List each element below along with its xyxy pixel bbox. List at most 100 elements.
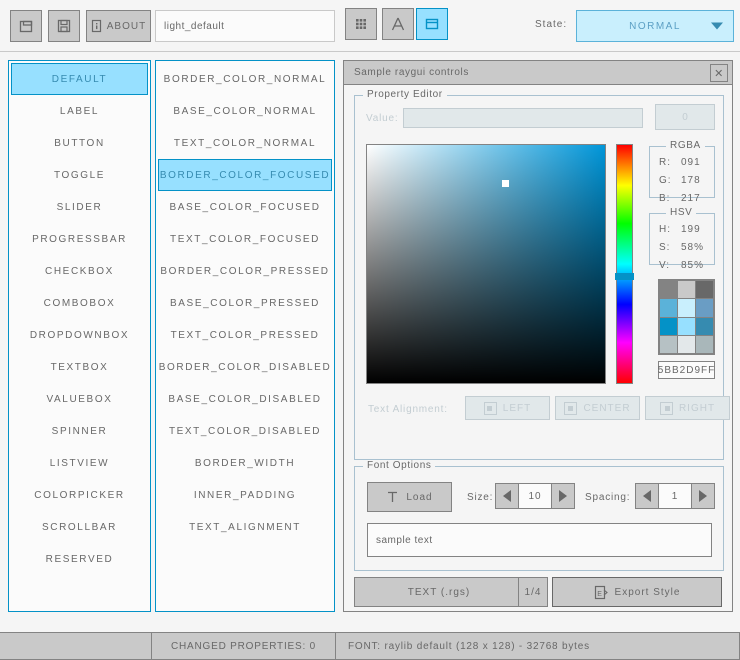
text-rgs-button[interactable]: TEXT (.rgs) — [354, 577, 524, 607]
control-item-slider[interactable]: SLIDER — [9, 191, 150, 223]
property-item-border-color-focused[interactable]: BORDER_COLOR_FOCUSED — [158, 159, 332, 191]
color-picker-hue-bar[interactable] — [615, 144, 634, 384]
rgba-b-row: B: 217 — [659, 189, 714, 207]
state-value: NORMAL — [629, 20, 681, 32]
font-size-value[interactable]: 10 — [518, 483, 552, 509]
property-item-border-color-disabled[interactable]: BORDER_COLOR_DISABLED — [156, 351, 334, 383]
hsv-s-row: S: 58% — [659, 238, 714, 256]
about-label: ABOUT — [106, 20, 147, 32]
list-item-label: LABEL — [59, 105, 100, 117]
hue-selector[interactable] — [615, 272, 634, 280]
control-item-dropdownbox[interactable]: DROPDOWNBOX — [9, 319, 150, 351]
property-item-base-color-focused[interactable]: BASE_COLOR_FOCUSED — [156, 191, 334, 223]
page-indicator[interactable]: 1/4 — [518, 577, 548, 607]
color-picker-area[interactable] — [366, 144, 606, 384]
hex-value-input[interactable]: 5BB2D9FF — [658, 361, 715, 379]
property-item-text-color-pressed[interactable]: TEXT_COLOR_PRESSED — [156, 319, 334, 351]
save-style-button[interactable] — [48, 10, 80, 42]
font-toggle-button[interactable] — [382, 8, 414, 40]
controls-listview[interactable]: DEFAULT LABEL BUTTON TOGGLE SLIDER PROGRESSBA… — [8, 60, 151, 612]
color-swatch-10[interactable] — [678, 335, 695, 353]
color-swatch-8[interactable] — [696, 317, 713, 335]
export-style-button[interactable]: E Export Style — [552, 577, 722, 607]
property-editor-label: Property Editor — [363, 89, 447, 100]
color-swatch-grid[interactable] — [658, 279, 715, 355]
font-spacing-value[interactable]: 1 — [658, 483, 692, 509]
floppy-save-icon — [56, 18, 72, 34]
about-button[interactable]: ABOUT — [86, 10, 151, 42]
font-size-increment[interactable] — [551, 483, 575, 509]
list-item-label: INNER_PADDING — [193, 489, 297, 501]
color-picker-selector[interactable] — [502, 180, 510, 188]
control-item-default[interactable]: DEFAULT — [11, 63, 148, 95]
color-swatch-7[interactable] — [678, 317, 695, 335]
color-swatch-6[interactable] — [660, 317, 677, 335]
property-item-border-color-normal[interactable]: BORDER_COLOR_NORMAL — [156, 63, 334, 95]
sample-text-value: sample text — [376, 534, 433, 546]
close-icon[interactable]: ✕ — [710, 64, 728, 82]
font-spacing-increment[interactable] — [691, 483, 715, 509]
align-left-button[interactable]: LEFT — [465, 396, 550, 420]
property-item-border-color-pressed[interactable]: BORDER_COLOR_PRESSED — [156, 255, 334, 287]
list-item-label: PROGRESSBAR — [32, 233, 127, 245]
property-item-base-color-normal[interactable]: BASE_COLOR_NORMAL — [156, 95, 334, 127]
color-swatch-0[interactable] — [660, 281, 677, 299]
control-item-reserved[interactable]: RESERVED — [9, 543, 150, 575]
hsv-group: HSV H: 199 S: 58% V: 85% — [649, 207, 715, 271]
control-item-checkbox[interactable]: CHECKBOX — [9, 255, 150, 287]
open-style-button[interactable] — [10, 10, 42, 42]
property-item-text-color-focused[interactable]: TEXT_COLOR_FOCUSED — [156, 223, 334, 255]
rgba-b-value: 217 — [681, 192, 701, 204]
control-item-colorpicker[interactable]: COLORPICKER — [9, 479, 150, 511]
text-alignment-label: Text Alignment: — [368, 404, 448, 415]
color-swatch-9[interactable] — [660, 335, 677, 353]
font-spacing-decrement[interactable] — [635, 483, 659, 509]
status-changed-properties: CHANGED PROPERTIES: 0 — [151, 632, 336, 660]
value-input[interactable] — [403, 108, 643, 128]
control-item-progressbar[interactable]: PROGRESSBAR — [9, 223, 150, 255]
control-item-toggle[interactable]: TOGGLE — [9, 159, 150, 191]
control-item-label[interactable]: LABEL — [9, 95, 150, 127]
control-item-valuebox[interactable]: VALUEBOX — [9, 383, 150, 415]
value-button[interactable]: 0 — [655, 104, 715, 130]
grid-toggle-button[interactable] — [345, 8, 377, 40]
control-item-combobox[interactable]: COMBOBOX — [9, 287, 150, 319]
property-item-base-color-pressed[interactable]: BASE_COLOR_PRESSED — [156, 287, 334, 319]
property-item-base-color-disabled[interactable]: BASE_COLOR_DISABLED — [156, 383, 334, 415]
control-item-button[interactable]: BUTTON — [9, 127, 150, 159]
align-right-button[interactable]: RIGHT — [645, 396, 730, 420]
style-name-input[interactable]: light_default — [155, 10, 335, 42]
font-size-decrement[interactable] — [495, 483, 519, 509]
page-label: 1/4 — [524, 586, 542, 598]
load-font-label: Load — [406, 491, 433, 503]
sample-text-input[interactable]: sample text — [367, 523, 712, 557]
control-item-spinner[interactable]: SPINNER — [9, 415, 150, 447]
property-item-inner-padding[interactable]: INNER_PADDING — [156, 479, 334, 511]
window-toggle-button[interactable] — [416, 8, 448, 40]
rgba-g-value: 178 — [681, 174, 701, 186]
list-item-label: TEXTBOX — [50, 361, 109, 373]
state-dropdown[interactable]: NORMAL — [576, 10, 734, 42]
color-swatch-4[interactable] — [678, 299, 695, 317]
color-swatch-1[interactable] — [678, 281, 695, 299]
property-item-text-color-normal[interactable]: TEXT_COLOR_NORMAL — [156, 127, 334, 159]
color-swatch-2[interactable] — [696, 281, 713, 299]
chevron-down-icon — [711, 22, 723, 30]
hsv-v-value: 85% — [681, 259, 705, 271]
control-item-scrollbar[interactable]: SCROLLBAR — [9, 511, 150, 543]
load-font-button[interactable]: Load — [367, 482, 452, 512]
property-item-text-color-disabled[interactable]: TEXT_COLOR_DISABLED — [156, 415, 334, 447]
property-item-text-alignment[interactable]: TEXT_ALIGNMENT — [156, 511, 334, 543]
status-font-info: FONT: raylib default (128 x 128) - 32768… — [335, 632, 740, 660]
properties-listview[interactable]: BORDER_COLOR_NORMAL BASE_COLOR_NORMAL TEXT… — [155, 60, 335, 612]
property-item-border-width[interactable]: BORDER_WIDTH — [156, 447, 334, 479]
control-item-listview[interactable]: LISTVIEW — [9, 447, 150, 479]
grid-icon — [353, 16, 369, 32]
color-swatch-5[interactable] — [696, 299, 713, 317]
control-item-textbox[interactable]: TEXTBOX — [9, 351, 150, 383]
align-center-button[interactable]: CENTER — [555, 396, 640, 420]
hsv-s-key: S: — [659, 241, 671, 253]
color-swatch-11[interactable] — [696, 335, 713, 353]
color-swatch-3[interactable] — [660, 299, 677, 317]
window-title: Sample raygui controls — [354, 67, 469, 78]
